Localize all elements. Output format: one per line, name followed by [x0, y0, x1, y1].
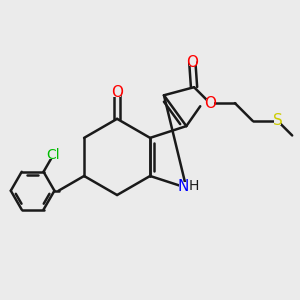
Text: Cl: Cl [46, 148, 60, 162]
Bar [206, 99, 214, 107]
Text: O: O [204, 96, 216, 111]
Bar [113, 89, 121, 97]
Text: S: S [273, 113, 282, 128]
Bar [188, 58, 196, 66]
Text: O: O [111, 85, 123, 100]
Bar [178, 182, 194, 190]
Text: H: H [189, 179, 200, 193]
Text: O: O [186, 55, 198, 70]
Bar [47, 152, 59, 159]
Bar [274, 117, 281, 124]
Text: N: N [178, 178, 189, 194]
